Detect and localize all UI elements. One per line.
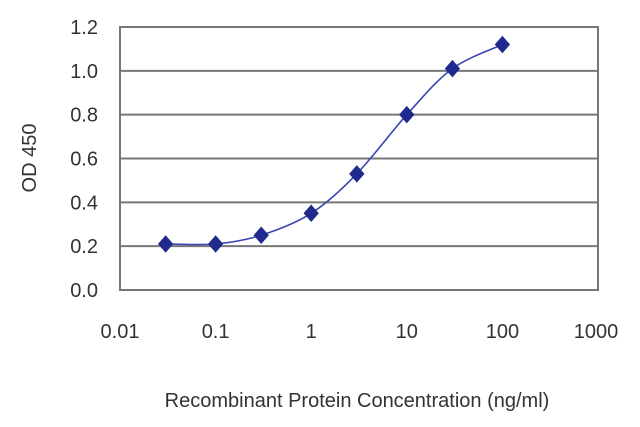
data-point-marker <box>349 165 365 183</box>
data-point-marker <box>207 235 224 253</box>
y-tick-label: 0.8 <box>70 105 98 127</box>
data-point-marker <box>157 235 174 253</box>
x-tick-label: 0.1 <box>202 321 230 343</box>
y-tick-label: 0.2 <box>70 236 98 258</box>
x-tick-label: 10 <box>396 321 418 343</box>
plot-area-frame <box>119 26 599 291</box>
data-point-marker <box>399 105 415 124</box>
y-tick-label: 1.2 <box>70 17 98 39</box>
y-tick-labels: 0.0 0.2 0.4 0.6 0.8 1.0 1.2 <box>70 17 98 302</box>
x-tick-label: 1000 <box>574 321 619 343</box>
data-point-marker <box>494 35 511 54</box>
y-axis-title: OD 450 <box>19 124 41 193</box>
y-tick-label: 0.6 <box>70 149 98 171</box>
x-tick-label: 100 <box>486 321 519 343</box>
x-axis-title: Recombinant Protein Concentration (ng/ml… <box>165 390 550 412</box>
y-tick-label: 0.0 <box>70 280 98 302</box>
data-point-marker <box>444 59 461 78</box>
data-point-marker <box>253 226 269 244</box>
data-point-marker <box>303 204 319 223</box>
y-tick-label: 1.0 <box>70 61 98 83</box>
y-tick-label: 0.4 <box>70 192 98 214</box>
x-tick-labels: 0.01 0.1 1 10 100 1000 <box>101 321 619 343</box>
x-tick-label: 0.01 <box>101 321 140 343</box>
x-tick-label: 1 <box>306 321 317 343</box>
data-series <box>157 35 511 253</box>
gridlines <box>120 26 598 291</box>
